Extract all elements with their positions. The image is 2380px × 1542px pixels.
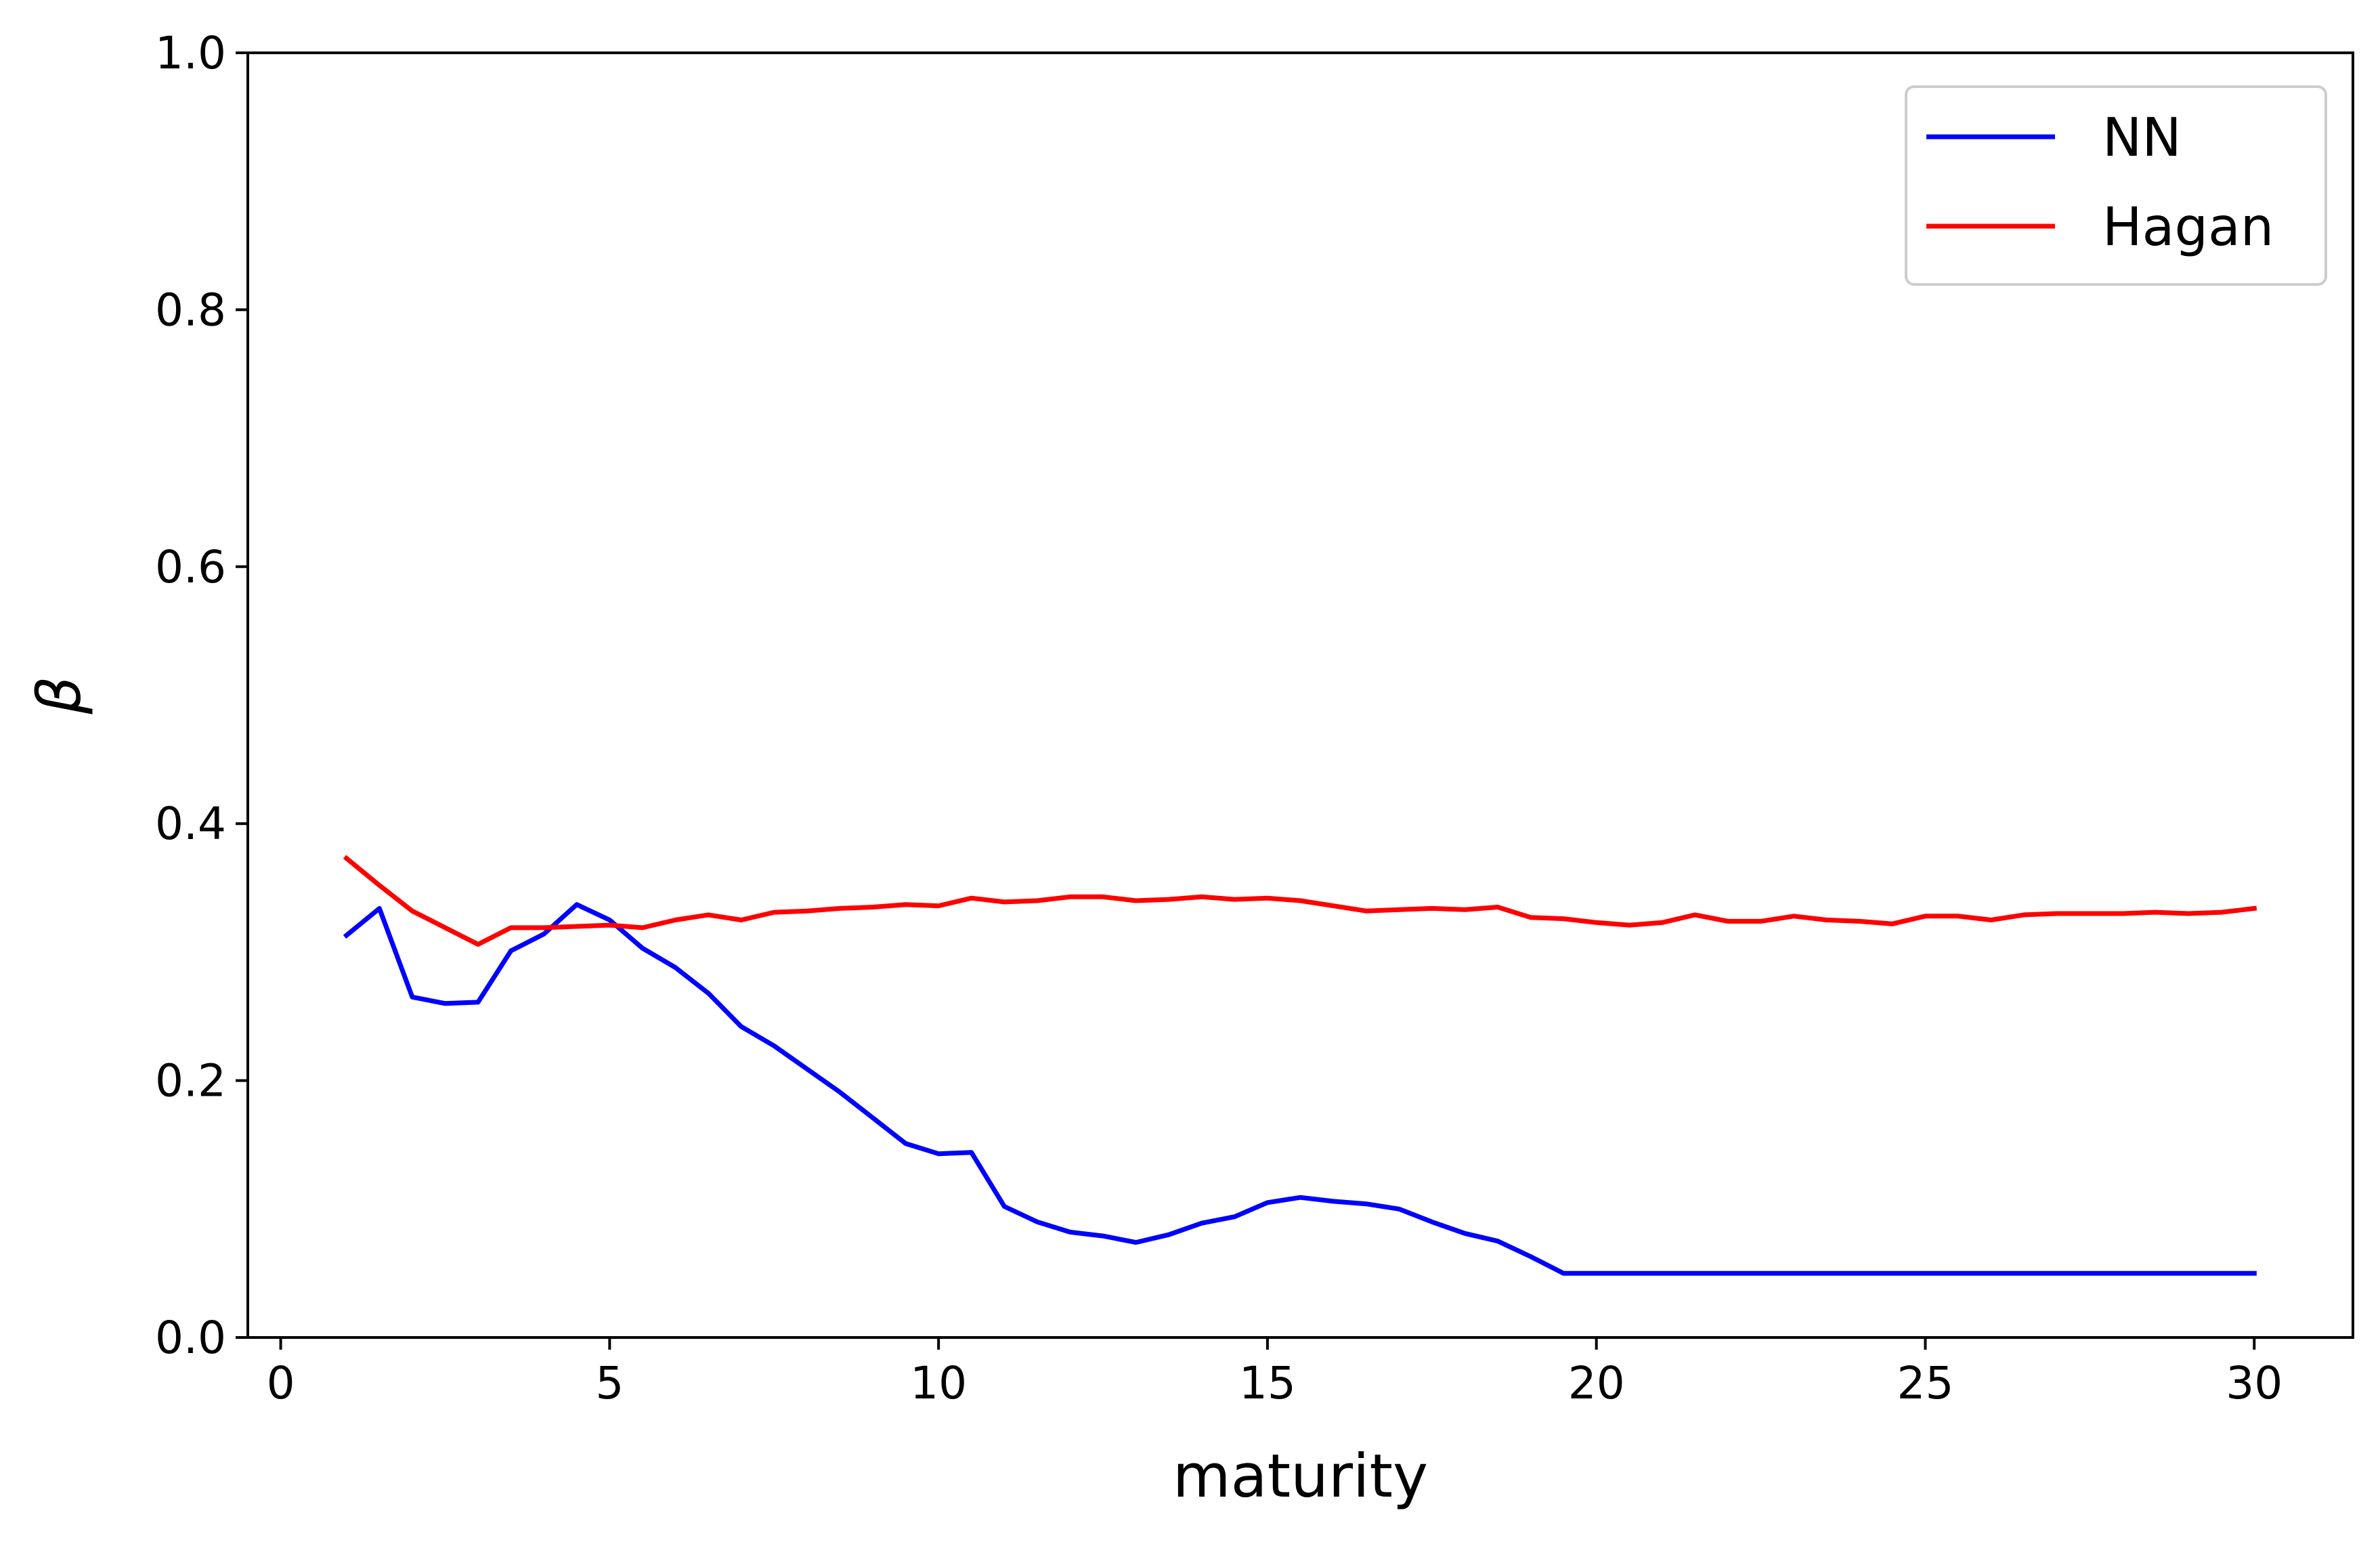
series-line-nn (343, 902, 2257, 1276)
y-tick-label: 0.0 (155, 1312, 226, 1364)
x-axis-label: maturity (1173, 1441, 1428, 1511)
series-layer (343, 855, 2257, 1276)
x-tick-label: 5 (595, 1357, 624, 1409)
plot-frame (246, 51, 2354, 1339)
series-line-hagan (343, 855, 2257, 947)
legend-item: Hagan (1926, 197, 2274, 258)
series-nn (343, 902, 2257, 1276)
legend-items: NN Hagan (1926, 108, 2274, 258)
legend-item: NN (1926, 108, 2182, 169)
x-tick-label: 0 (267, 1357, 295, 1409)
legend: NN Hagan (1905, 85, 2327, 286)
y-tick-label: 0.4 (155, 798, 226, 850)
series-hagan (343, 855, 2257, 947)
legend-label: Hagan (2102, 197, 2274, 258)
x-axis-ticks: 0 5 10 15 20 25 30 (267, 1337, 2282, 1409)
x-tick-label: 10 (910, 1357, 967, 1409)
y-axis-label: β (24, 676, 94, 714)
y-tick-label: 0.2 (155, 1055, 226, 1107)
y-tick-label: 1.0 (155, 27, 226, 79)
x-tick-label: 30 (2226, 1357, 2282, 1409)
y-tick-label: 0.8 (155, 284, 226, 336)
legend-label: NN (2102, 108, 2182, 169)
x-tick-label: 25 (1897, 1357, 1953, 1409)
x-tick-label: 15 (1239, 1357, 1296, 1409)
x-tick-label: 20 (1568, 1357, 1625, 1409)
y-axis-ticks: 0.0 0.2 0.4 0.6 0.8 1.0 (155, 27, 248, 1364)
y-tick-label: 0.6 (155, 541, 226, 593)
